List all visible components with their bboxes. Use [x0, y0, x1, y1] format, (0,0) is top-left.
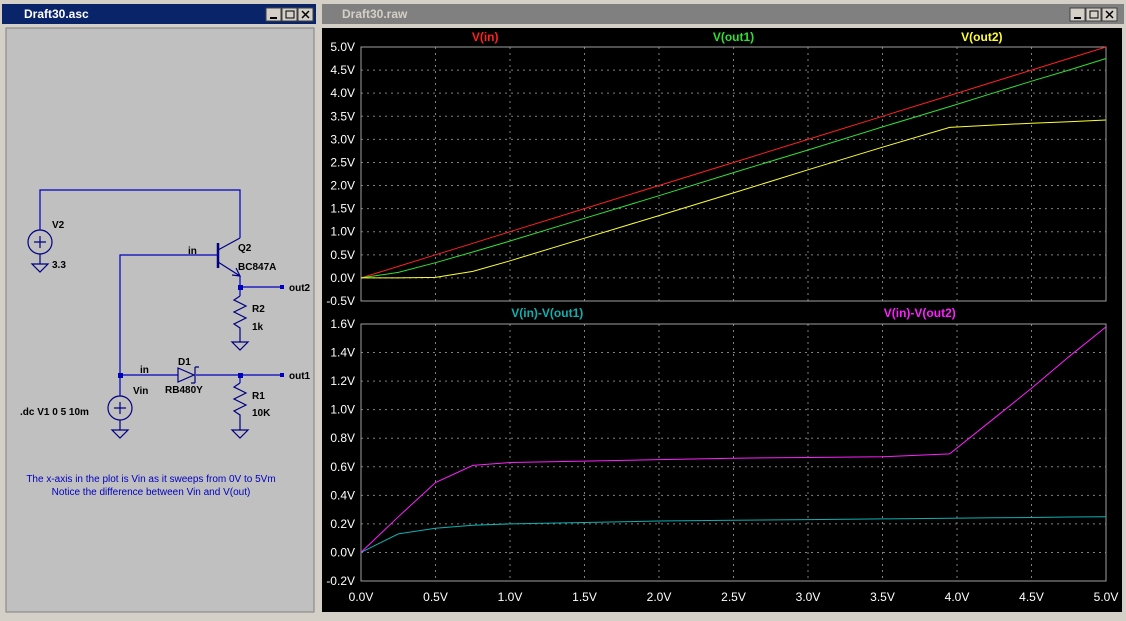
label: RB480Y [165, 385, 203, 396]
spice-directive: .dc V1 0 5 10m [20, 407, 89, 418]
y-tick-label: 0.6V [330, 460, 355, 474]
y-tick-label: 3.5V [330, 109, 355, 123]
label: 10K [252, 408, 271, 419]
label: V2 [52, 220, 65, 231]
schematic-wires [27, 189, 284, 439]
window-title: Draft30.raw [342, 7, 408, 21]
title-bar[interactable] [2, 4, 316, 24]
y-tick-label: 0.4V [330, 488, 355, 502]
y-tick-label: 1.0V [330, 403, 355, 417]
label: BC847A [238, 262, 276, 273]
label: in [188, 246, 197, 257]
y-tick-label: 5.0V [330, 40, 355, 54]
legend-entry: V(in) [472, 30, 499, 44]
y-tick-label: 4.0V [330, 86, 355, 100]
x-tick-label: 3.5V [870, 590, 895, 604]
y-tick-label: 1.4V [330, 346, 355, 360]
x-tick-label: 1.0V [498, 590, 523, 604]
y-tick-label: 1.5V [330, 202, 355, 216]
y-tick-label: 1.2V [330, 374, 355, 388]
label: 1k [252, 322, 264, 333]
x-tick-label: 0.5V [423, 590, 448, 604]
legend-entry: V(in)-V(out1) [511, 306, 583, 320]
legend-entry: V(out2) [961, 30, 1002, 44]
label: 3.3 [52, 260, 66, 271]
series-line [360, 46, 1107, 279]
x-tick-label: 2.5V [721, 590, 746, 604]
y-tick-label: 1.0V [330, 225, 355, 239]
y-tick-label: 3.0V [330, 132, 355, 146]
label: out1 [289, 371, 311, 382]
plot-frame [360, 46, 1107, 302]
y-tick-label: 2.0V [330, 179, 355, 193]
y-tick-label: 0.0V [330, 271, 355, 285]
schematic-canvas [5, 27, 315, 613]
title-bar[interactable] [322, 4, 1124, 24]
series-line [360, 326, 1107, 553]
y-tick-label: 4.5V [330, 63, 355, 77]
series-line [361, 119, 1107, 279]
label: Q2 [238, 243, 252, 254]
window-buttons[interactable] [265, 7, 314, 22]
x-tick-label: 3.0V [796, 590, 821, 604]
note: Notice the difference between Vin and V(… [52, 487, 251, 498]
series-line [360, 58, 1107, 279]
label: in [140, 365, 149, 376]
y-tick-label: 1.6V [330, 317, 355, 331]
y-tick-label: 0.8V [330, 431, 355, 445]
x-tick-label: 4.5V [1019, 590, 1044, 604]
y-tick-label: 0.0V [330, 545, 355, 559]
x-tick-label: 4.0V [945, 590, 970, 604]
x-tick-label: 5.0V [1094, 590, 1119, 604]
y-tick-label: -0.5V [326, 294, 355, 308]
x-tick-label: 1.5V [572, 590, 597, 604]
legend-entry: V(out1) [713, 30, 754, 44]
window-buttons[interactable] [1069, 7, 1118, 22]
label: D1 [178, 357, 191, 368]
y-tick-label: 2.5V [330, 155, 355, 169]
x-tick-label: 2.0V [647, 590, 672, 604]
series-line [360, 516, 1107, 553]
label: Vin [133, 386, 148, 397]
plot-frame [360, 323, 1107, 582]
legend-entry: V(in)-V(out2) [884, 306, 956, 320]
y-tick-label: 0.2V [330, 517, 355, 531]
y-tick-label: -0.2V [326, 574, 355, 588]
y-tick-label: 0.5V [330, 248, 355, 262]
window-title: Draft30.asc [24, 7, 89, 21]
plot-canvas [322, 28, 1122, 612]
x-tick-label: 0.0V [349, 590, 374, 604]
label: out2 [289, 283, 311, 294]
label: R1 [252, 391, 265, 402]
schematic-labels: V2 3.3 in Q2 BC847A out2 R2 1k in D1 RB4… [20, 220, 311, 498]
note: The x-axis in the plot is Vin as it swee… [26, 474, 275, 485]
label: R2 [252, 304, 265, 315]
